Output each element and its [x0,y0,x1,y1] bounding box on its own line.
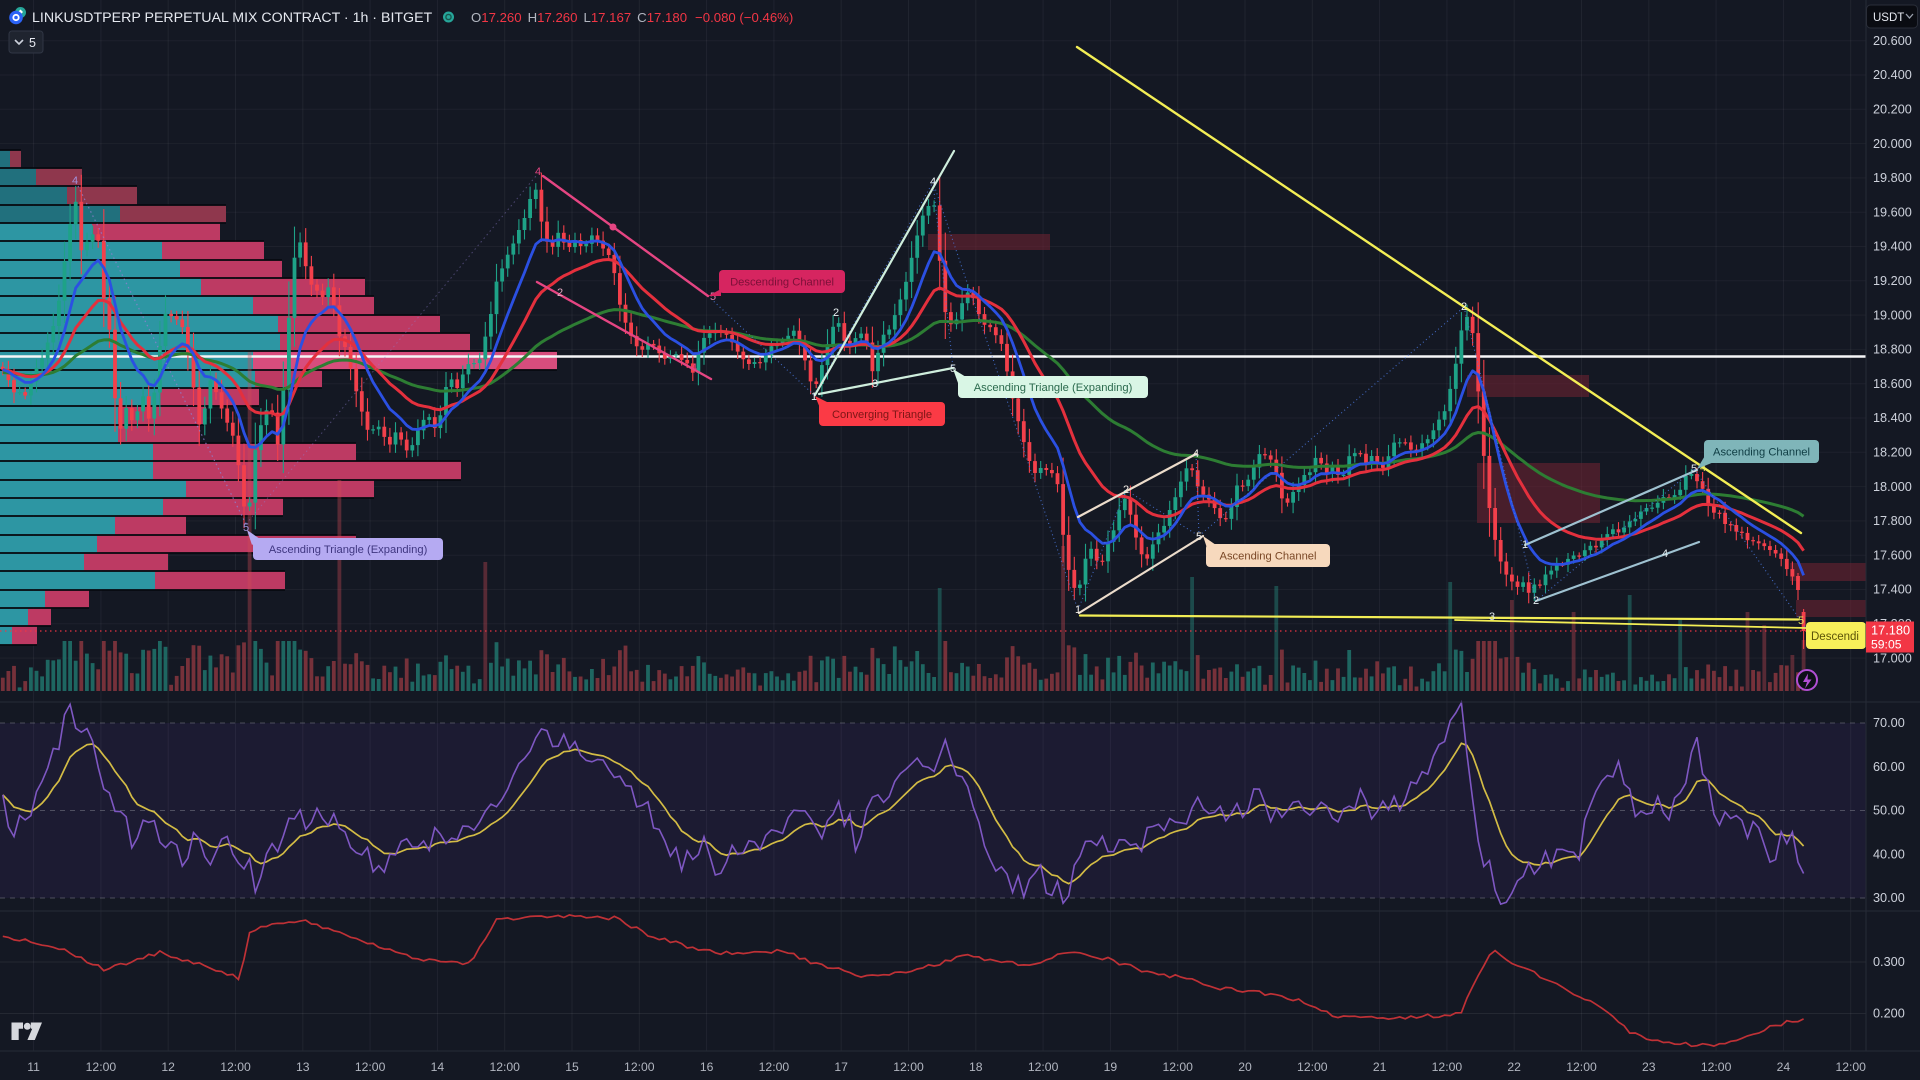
svg-text:18.000: 18.000 [1873,480,1912,494]
svg-text:13: 13 [296,1060,310,1074]
svg-text:12:00: 12:00 [759,1060,790,1074]
svg-text:70.00: 70.00 [1873,716,1905,730]
svg-text:20.400: 20.400 [1873,68,1912,82]
svg-text:4: 4 [1193,448,1199,460]
svg-text:0.300: 0.300 [1873,955,1905,969]
svg-text:2: 2 [1533,595,1539,607]
svg-text:18.200: 18.200 [1873,446,1912,460]
svg-text:40.00: 40.00 [1873,847,1905,861]
svg-text:Ascending Channel: Ascending Channel [1219,551,1316,563]
svg-text:2: 2 [1123,484,1129,496]
svg-text:5: 5 [1691,463,1697,475]
svg-text:14: 14 [431,1060,445,1074]
svg-text:16: 16 [700,1060,714,1074]
svg-text:20.000: 20.000 [1873,137,1912,151]
svg-text:20: 20 [1238,1060,1252,1074]
svg-text:4: 4 [1662,548,1668,560]
svg-text:5: 5 [29,36,36,50]
svg-text:2: 2 [557,287,563,299]
svg-text:12:00: 12:00 [624,1060,655,1074]
svg-text:12:00: 12:00 [1701,1060,1732,1074]
svg-text:12:00: 12:00 [86,1060,117,1074]
svg-text:24: 24 [1777,1060,1791,1074]
svg-text:1: 1 [811,391,817,403]
svg-text:19.400: 19.400 [1873,240,1912,254]
svg-text:Descendi: Descendi [1811,631,1859,643]
svg-text:23: 23 [1642,1060,1656,1074]
svg-text:19.200: 19.200 [1873,274,1912,288]
svg-text:4: 4 [930,176,936,188]
svg-text:4: 4 [535,166,541,178]
svg-text:18.800: 18.800 [1873,343,1912,357]
svg-text:11: 11 [27,1060,40,1074]
svg-text:3: 3 [1489,611,1495,623]
svg-text:12:00: 12:00 [1028,1060,1059,1074]
svg-text:5: 5 [710,291,716,303]
svg-text:3: 3 [872,378,878,390]
svg-text:18: 18 [969,1060,983,1074]
svg-text:60.00: 60.00 [1873,760,1905,774]
svg-text:12:00: 12:00 [1162,1060,1193,1074]
svg-text:5: 5 [1196,531,1202,543]
svg-text:17.400: 17.400 [1873,583,1912,597]
svg-text:12: 12 [161,1060,175,1074]
svg-text:18.600: 18.600 [1873,377,1912,391]
svg-text:30.00: 30.00 [1873,891,1905,905]
svg-text:2: 2 [833,307,839,319]
svg-text:15: 15 [565,1060,579,1074]
svg-text:Ascending Triangle (Expanding): Ascending Triangle (Expanding) [974,382,1133,394]
svg-text:17: 17 [834,1060,848,1074]
svg-text:12:00: 12:00 [489,1060,520,1074]
svg-text:Converging Triangle: Converging Triangle [832,409,932,421]
svg-text:18.400: 18.400 [1873,411,1912,425]
svg-text:USDT: USDT [1873,12,1904,24]
svg-text:Descending Channel: Descending Channel [730,277,834,289]
svg-text:12:00: 12:00 [1297,1060,1328,1074]
svg-text:12:00: 12:00 [355,1060,386,1074]
svg-text:4: 4 [72,175,78,187]
svg-text:1: 1 [1522,539,1528,551]
svg-text:1: 1 [1075,604,1081,616]
svg-text:5: 5 [1798,615,1804,627]
svg-text:19.000: 19.000 [1873,308,1912,322]
svg-text:12:00: 12:00 [1566,1060,1597,1074]
svg-text:5: 5 [243,522,249,534]
svg-text:20.600: 20.600 [1873,34,1912,48]
svg-text:17.180: 17.180 [1871,623,1910,638]
svg-text:19: 19 [1104,1060,1118,1074]
svg-text:12:00: 12:00 [220,1060,251,1074]
svg-text:0.200: 0.200 [1873,1007,1905,1021]
svg-text:4: 4 [1700,462,1706,474]
svg-text:20.200: 20.200 [1873,103,1912,117]
svg-text:21: 21 [1373,1060,1387,1074]
svg-text:19.800: 19.800 [1873,171,1912,185]
svg-text:LINKUSDTPERP PERPETUAL MIX CON: LINKUSDTPERP PERPETUAL MIX CONTRACT · 1h… [32,10,433,26]
svg-text:22: 22 [1507,1060,1521,1074]
svg-text:4: 4 [691,362,697,374]
svg-text:Ascending Channel: Ascending Channel [1713,447,1810,459]
svg-text:19.600: 19.600 [1873,205,1912,219]
svg-text:50.00: 50.00 [1873,804,1905,818]
svg-text:2: 2 [1461,301,1467,313]
svg-text:17.800: 17.800 [1873,514,1912,528]
svg-text:17.600: 17.600 [1873,548,1912,562]
svg-text:17.000: 17.000 [1873,651,1912,665]
svg-text:12:00: 12:00 [893,1060,924,1074]
svg-text:12:00: 12:00 [1835,1060,1866,1074]
svg-text:Ascending Triangle (Expanding): Ascending Triangle (Expanding) [269,544,428,556]
svg-text:59:05: 59:05 [1871,638,1902,652]
svg-text:12:00: 12:00 [1432,1060,1463,1074]
